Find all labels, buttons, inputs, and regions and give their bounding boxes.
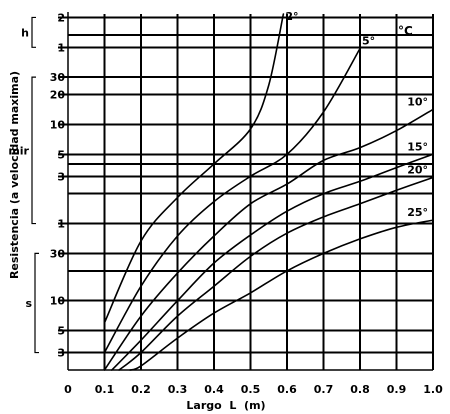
series-line [118, 176, 434, 371]
y-tick-label: 30 [50, 71, 66, 84]
series-label: 25° [407, 206, 428, 219]
series-line [129, 219, 434, 371]
y-tick-label: 5 [57, 148, 65, 161]
y-tick-label: 2 [57, 11, 65, 24]
series-lines [103, 13, 434, 371]
series-label: 2° [285, 10, 298, 23]
series-label: 15° [407, 140, 428, 153]
unit-bracket [31, 76, 36, 225]
x-tick-label: 0.3 [168, 383, 188, 396]
y-tick-label: 5 [57, 325, 65, 338]
series-label: 5° [362, 35, 375, 48]
y-tick-label: 30 [50, 247, 66, 260]
y-unit-label: s [25, 297, 32, 310]
y-tick-label: 1 [57, 218, 65, 231]
x-tick-label: 0.8 [350, 383, 370, 396]
y-unit-label: h [21, 26, 29, 39]
unit-bracket [31, 16, 36, 48]
x-tick-label: 0.9 [387, 383, 407, 396]
x-tick-label: 0.7 [314, 383, 334, 396]
x-tick-label: 0 [64, 383, 72, 396]
series-line [103, 47, 361, 354]
y-tick-label: 10 [50, 295, 66, 308]
chart-labels: 0 0.1 0.2 0.3 0.4 0.5 0.6 0.7 0.8 0.9 1.0 2 1 h 30 20 10… [8, 10, 443, 396]
y-axis-label: Resistencia (a velocidad maxima) [8, 71, 21, 279]
series-label: 10° [407, 95, 428, 108]
x-tick-label: 0.5 [241, 383, 261, 396]
y-tick-label: 1 [57, 41, 65, 54]
y-tick-label: 3 [57, 347, 65, 360]
series-line [103, 108, 434, 371]
grid [58, 12, 434, 371]
x-tick-label: 0.6 [277, 383, 297, 396]
x-tick-label: 1.0 [423, 383, 443, 396]
unit-bracket [34, 252, 39, 354]
y-tick-label: 20 [50, 89, 66, 102]
x-axis-label: Largo L (m) [186, 399, 265, 412]
x-tick-label: 0.4 [204, 383, 224, 396]
series-line [103, 13, 285, 324]
series-line [111, 153, 434, 371]
y-tick-label: 3 [57, 170, 65, 183]
x-tick-label: 0.1 [95, 383, 115, 396]
y-tick-label: 10 [50, 118, 66, 131]
legend-unit: °C [398, 24, 413, 38]
series-label: 20° [407, 163, 428, 176]
x-tick-label: 0.2 [131, 383, 151, 396]
y-unit-label: mir [8, 144, 29, 157]
